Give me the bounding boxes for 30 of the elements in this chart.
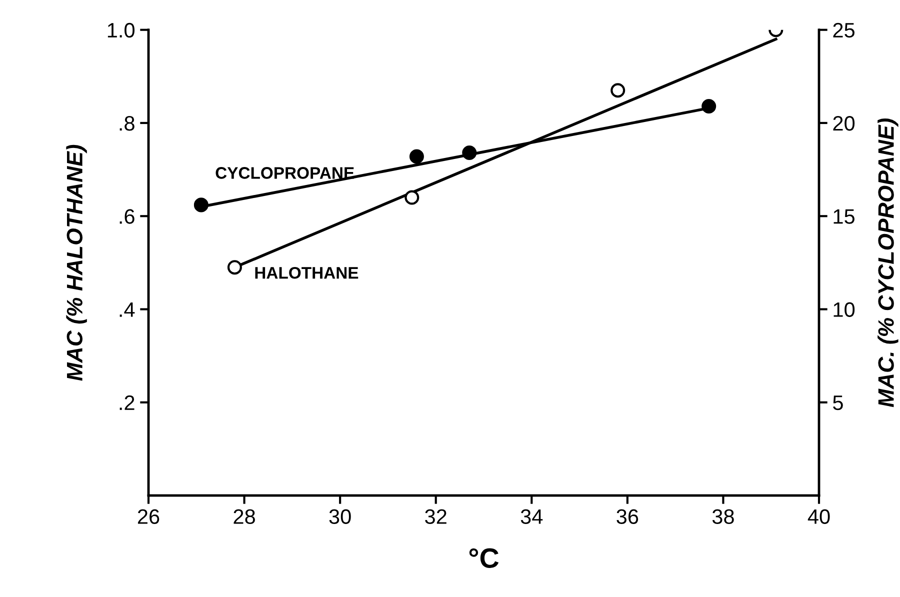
point xyxy=(409,149,424,164)
point xyxy=(194,198,208,212)
x-tick-label: 36 xyxy=(616,509,638,524)
y2-axis-title: MAC. (% CYCLOPROPANE) xyxy=(878,118,898,408)
x-axis-title: °C xyxy=(469,548,499,568)
y2-tick-label: 10 xyxy=(834,302,855,317)
x-tick-label: 28 xyxy=(234,509,255,524)
y2-tick-label: 15 xyxy=(834,209,854,224)
point xyxy=(462,146,477,160)
y-tick-label: .2 xyxy=(120,395,134,410)
y-tick-label: .4 xyxy=(120,302,135,317)
x-tick-label: 26 xyxy=(138,509,160,524)
y-tick-label: .6 xyxy=(120,209,134,224)
y2-tick-label: 25 xyxy=(833,22,854,38)
series-label: HALOTHANE xyxy=(255,266,358,279)
y-tick-label: 1.0 xyxy=(108,22,134,38)
point xyxy=(227,260,242,275)
y2-tick-label: 5 xyxy=(833,396,843,410)
x-tick-label: 40 xyxy=(808,509,830,524)
point xyxy=(610,83,626,98)
x-tick-label: 38 xyxy=(712,509,734,524)
x-tick-label: 34 xyxy=(520,509,543,524)
y-axis-title: MAC (% HALOTHANE) xyxy=(66,144,87,381)
y2-tick-label: 20 xyxy=(833,116,855,131)
y-tick-label: .8 xyxy=(120,116,134,131)
x-tick-label: 32 xyxy=(425,509,446,524)
point xyxy=(702,98,716,114)
point xyxy=(404,190,420,205)
series-label: CYCLOPROPANE xyxy=(216,167,354,179)
x-tick-label: 30 xyxy=(329,509,351,524)
